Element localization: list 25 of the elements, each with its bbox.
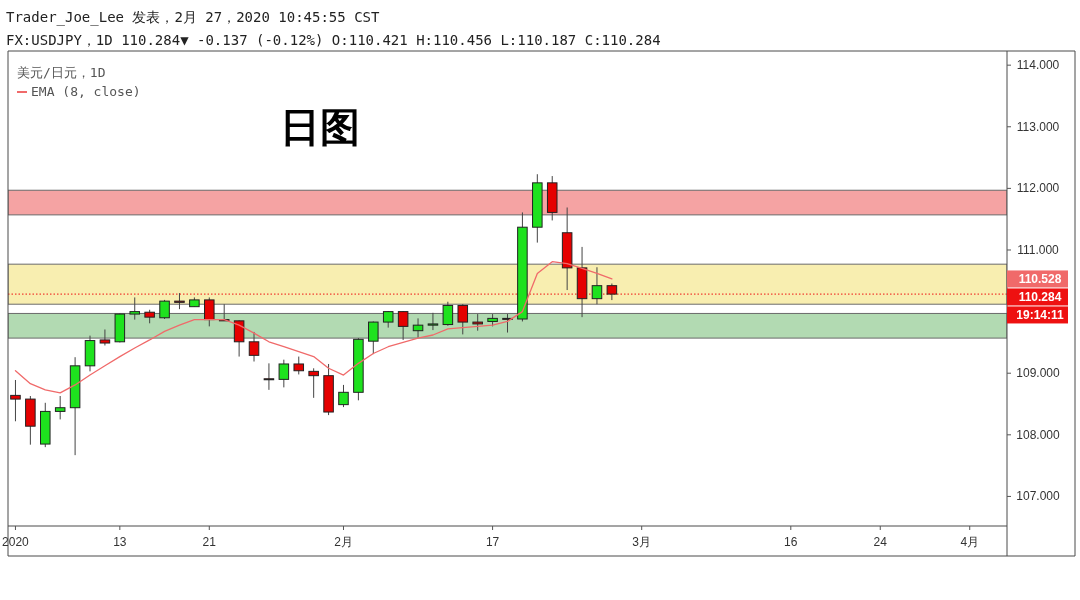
x-tick-label: 2月	[334, 535, 353, 549]
axis-label: 110.528	[1007, 270, 1068, 288]
y-tick-label: 109.000	[1016, 366, 1061, 381]
text: 日图	[280, 105, 360, 149]
y-tick-label: 111.000	[1017, 242, 1060, 257]
text: Trader_Joe_Lee 发表，2月 27，2020 10:45:55 CST	[6, 9, 380, 26]
x-tick-label: 16	[784, 535, 798, 549]
x-tick-label: 13	[113, 535, 127, 549]
x-tick-label: 24	[873, 535, 888, 549]
x-tick-label: 2020	[2, 535, 30, 549]
x-tick-label: 3月	[632, 535, 652, 549]
y-tick-label: 108.000	[1016, 427, 1061, 442]
x-tick-label: 4月	[960, 535, 980, 549]
legend-title: 美元/日元，1D	[17, 65, 106, 80]
y-tick-label: 114.000	[1016, 58, 1060, 73]
text: FX:USDJPY，1D 110.284▼ -0.137 (-0.12%) O:110.421 H:110.456 L:110.187 C:110.284	[6, 32, 661, 48]
axis-label: 110.284	[1007, 288, 1068, 306]
axis-label: 19:14:11	[1007, 306, 1068, 324]
y-tick-label: 113.000	[1016, 119, 1060, 134]
y-tick-label: 112.000	[1016, 181, 1060, 196]
ref-line-label: 110.284	[1018, 290, 1062, 305]
legend-label: EMA (8, close)	[31, 84, 141, 99]
x-tick-label: 17	[485, 535, 500, 549]
x-tick-label: 21	[202, 535, 217, 549]
y-tick-label: 107.000	[1016, 489, 1061, 504]
